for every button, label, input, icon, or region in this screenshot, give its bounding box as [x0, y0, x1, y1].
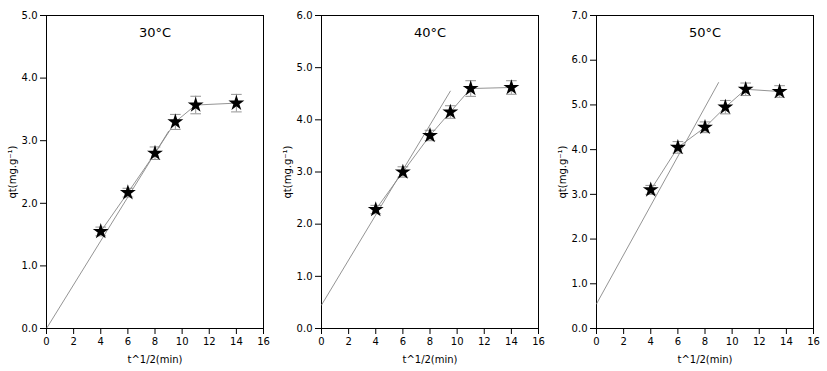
svg-text:2.0: 2.0 [22, 198, 38, 209]
svg-text:0: 0 [43, 336, 49, 347]
svg-text:2.0: 2.0 [297, 218, 313, 229]
svg-text:1.0: 1.0 [572, 278, 588, 289]
svg-text:16: 16 [257, 336, 270, 347]
svg-text:0.0: 0.0 [22, 323, 38, 334]
svg-text:6: 6 [125, 336, 131, 347]
svg-text:0: 0 [318, 336, 324, 347]
svg-text:qt(mg.g⁻¹): qt(mg.g⁻¹) [282, 145, 293, 198]
svg-text:5.0: 5.0 [572, 99, 588, 110]
svg-text:6: 6 [400, 336, 406, 347]
svg-text:qt(mg.g⁻¹): qt(mg.g⁻¹) [7, 145, 18, 198]
svg-text:t^1/2(min): t^1/2(min) [677, 354, 732, 365]
svg-text:8: 8 [427, 336, 433, 347]
svg-text:t^1/2(min): t^1/2(min) [127, 354, 182, 365]
svg-text:2.0: 2.0 [572, 233, 588, 244]
svg-text:14: 14 [230, 336, 243, 347]
svg-text:10: 10 [451, 336, 464, 347]
svg-text:12: 12 [203, 336, 216, 347]
svg-text:16: 16 [807, 336, 820, 347]
svg-text:14: 14 [780, 336, 793, 347]
svg-text:16: 16 [532, 336, 545, 347]
svg-text:0.0: 0.0 [572, 323, 588, 334]
svg-text:4: 4 [648, 336, 654, 347]
svg-text:10: 10 [726, 336, 739, 347]
svg-text:6.0: 6.0 [297, 10, 313, 21]
svg-text:qt(mg.g⁻¹): qt(mg.g⁻¹) [557, 145, 568, 198]
svg-text:10: 10 [176, 336, 189, 347]
svg-text:4.0: 4.0 [22, 72, 38, 83]
svg-text:4: 4 [373, 336, 379, 347]
svg-text:3.0: 3.0 [297, 166, 313, 177]
svg-text:5.0: 5.0 [297, 62, 313, 73]
svg-text:4.0: 4.0 [297, 114, 313, 125]
svg-text:3.0: 3.0 [572, 189, 588, 200]
svg-text:3.0: 3.0 [22, 135, 38, 146]
svg-text:7.0: 7.0 [572, 10, 588, 21]
svg-text:6.0: 6.0 [572, 54, 588, 65]
svg-text:5.0: 5.0 [22, 10, 38, 21]
svg-text:50°C: 50°C [689, 25, 721, 40]
svg-text:0: 0 [593, 336, 599, 347]
svg-text:40°C: 40°C [414, 25, 446, 40]
svg-text:6: 6 [675, 336, 681, 347]
svg-text:t^1/2(min): t^1/2(min) [402, 354, 457, 365]
svg-text:1.0: 1.0 [22, 260, 38, 271]
svg-text:12: 12 [753, 336, 766, 347]
svg-text:2: 2 [70, 336, 76, 347]
svg-text:12: 12 [478, 336, 491, 347]
svg-text:8: 8 [702, 336, 708, 347]
svg-text:0.0: 0.0 [297, 323, 313, 334]
svg-text:2: 2 [620, 336, 626, 347]
svg-text:8: 8 [152, 336, 158, 347]
svg-text:2: 2 [345, 336, 351, 347]
svg-text:30°C: 30°C [139, 25, 171, 40]
svg-text:4: 4 [98, 336, 104, 347]
svg-text:14: 14 [505, 336, 518, 347]
svg-text:4.0: 4.0 [572, 144, 588, 155]
svg-text:1.0: 1.0 [297, 271, 313, 282]
